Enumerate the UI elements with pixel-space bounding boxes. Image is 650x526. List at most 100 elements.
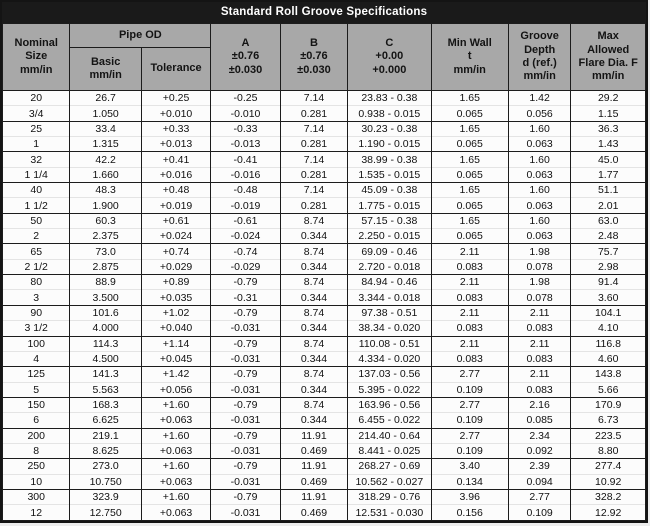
cell-nominal-size: 200 xyxy=(2,427,71,444)
col-header-od-tolerance: Tolerance xyxy=(140,47,212,91)
cell-od-basic: 2.375 xyxy=(69,228,142,244)
cell-b: 0.281 xyxy=(279,197,349,214)
cell-od-basic: 12.750 xyxy=(69,504,142,521)
cell-od-basic: 26.7 xyxy=(69,89,142,106)
cell-groove-depth-d: 1.60 xyxy=(507,151,572,168)
cell-nominal-size: 20 xyxy=(2,89,71,106)
cell-max-flare-f: 63.0 xyxy=(570,212,646,229)
cell-groove-depth-d: 1.98 xyxy=(507,274,572,290)
cell-max-flare-f: 2.98 xyxy=(570,258,646,275)
cell-b: 8.74 xyxy=(279,335,349,352)
cell-a: -0.029 xyxy=(210,258,281,275)
table-row: 2 2.375 +0.024 -0.024 0.344 2.250 - 0.015 0.06… xyxy=(2,228,646,244)
cell-min-wall-t: 3.96 xyxy=(430,488,509,505)
cell-max-flare-f: 75.7 xyxy=(570,243,646,260)
col-header-pipe-od: Pipe OD xyxy=(69,23,212,48)
cell-b: 0.344 xyxy=(279,381,349,398)
cell-min-wall-t: 1.65 xyxy=(430,151,509,168)
cell-nominal-size: 3/4 xyxy=(2,105,71,122)
cell-max-flare-f: 3.60 xyxy=(570,289,646,306)
cell-od-tolerance: +0.063 xyxy=(140,473,212,490)
cell-max-flare-f: 12.92 xyxy=(570,504,646,521)
cell-max-flare-f: 116.8 xyxy=(570,335,646,352)
cell-b: 0.281 xyxy=(279,105,349,122)
cell-min-wall-t: 0.065 xyxy=(430,228,509,244)
cell-c: 45.09 - 0.38 xyxy=(347,182,432,198)
cell-nominal-size: 2 1/2 xyxy=(2,258,71,275)
table-row: 125 141.3 +1.42 -0.79 8.74 137.03 - 0.56 2.77 2… xyxy=(2,366,646,383)
cell-max-flare-f: 1.15 xyxy=(570,105,646,122)
cell-b: 8.74 xyxy=(279,396,349,413)
table-row: 4 4.500 +0.045 -0.031 0.344 4.334 - 0.020 0.08… xyxy=(2,350,646,367)
cell-min-wall-t: 2.11 xyxy=(430,335,509,352)
table-row: 3 1/2 4.000 +0.040 -0.031 0.344 38.34 - 0.020… xyxy=(2,320,646,336)
cell-c: 5.395 - 0.022 xyxy=(347,381,432,398)
table-row: 5 5.563 +0.056 -0.031 0.344 5.395 - 0.022 0.10… xyxy=(2,381,646,398)
cell-od-basic: 10.750 xyxy=(69,473,142,490)
cell-max-flare-f: 104.1 xyxy=(570,304,646,321)
cell-od-basic: 1.900 xyxy=(69,197,142,214)
cell-a: -0.031 xyxy=(210,504,281,521)
cell-nominal-size: 6 xyxy=(2,412,71,429)
cell-od-tolerance: +1.60 xyxy=(140,488,212,505)
table-row: 6 6.625 +0.063 -0.031 0.344 6.455 - 0.022 0.10… xyxy=(2,412,646,429)
cell-groove-depth-d: 2.39 xyxy=(507,458,572,475)
cell-b: 8.74 xyxy=(279,366,349,383)
cell-od-tolerance: +0.013 xyxy=(140,136,212,152)
cell-nominal-size: 10 xyxy=(2,473,71,490)
cell-c: 69.09 - 0.46 xyxy=(347,243,432,260)
cell-od-basic: 3.500 xyxy=(69,289,142,306)
cell-max-flare-f: 8.80 xyxy=(570,442,646,459)
cell-c: 3.344 - 0.018 xyxy=(347,289,432,306)
cell-groove-depth-d: 1.42 xyxy=(507,89,572,106)
cell-c: 0.938 - 0.015 xyxy=(347,105,432,122)
cell-min-wall-t: 0.083 xyxy=(430,350,509,367)
cell-od-basic: 1.050 xyxy=(69,105,142,122)
cell-od-tolerance: +1.14 xyxy=(140,335,212,352)
cell-a: -0.79 xyxy=(210,304,281,321)
cell-nominal-size: 300 xyxy=(2,488,71,505)
cell-od-tolerance: +0.48 xyxy=(140,182,212,198)
cell-nominal-size: 4 xyxy=(2,350,71,367)
cell-od-basic: 2.875 xyxy=(69,258,142,275)
cell-max-flare-f: 2.01 xyxy=(570,197,646,214)
cell-min-wall-t: 2.77 xyxy=(430,366,509,383)
cell-nominal-size: 150 xyxy=(2,396,71,413)
col-header-b: B ±0.76 ±0.030 xyxy=(279,23,349,91)
cell-max-flare-f: 4.60 xyxy=(570,350,646,367)
cell-a: -0.48 xyxy=(210,182,281,198)
cell-b: 7.14 xyxy=(279,182,349,198)
cell-b: 0.344 xyxy=(279,320,349,336)
cell-nominal-size: 8 xyxy=(2,442,71,459)
cell-min-wall-t: 2.77 xyxy=(430,427,509,444)
cell-b: 0.344 xyxy=(279,412,349,429)
cell-nominal-size: 3 1/2 xyxy=(2,320,71,336)
cell-max-flare-f: 170.9 xyxy=(570,396,646,413)
cell-b: 0.281 xyxy=(279,166,349,183)
cell-min-wall-t: 1.65 xyxy=(430,89,509,106)
cell-a: -0.031 xyxy=(210,473,281,490)
table-row: 1 1.315 +0.013 -0.013 0.281 1.190 - 0.015 0.06… xyxy=(2,136,646,152)
cell-c: 38.99 - 0.38 xyxy=(347,151,432,168)
cell-od-basic: 60.3 xyxy=(69,212,142,229)
cell-min-wall-t: 0.134 xyxy=(430,473,509,490)
cell-groove-depth-d: 0.078 xyxy=(507,289,572,306)
cell-nominal-size: 80 xyxy=(2,274,71,290)
cell-nominal-size: 1 xyxy=(2,136,71,152)
cell-od-tolerance: +1.42 xyxy=(140,366,212,383)
cell-a: -0.031 xyxy=(210,442,281,459)
cell-c: 6.455 - 0.022 xyxy=(347,412,432,429)
cell-c: 1.190 - 0.015 xyxy=(347,136,432,152)
cell-min-wall-t: 2.11 xyxy=(430,243,509,260)
cell-od-tolerance: +0.016 xyxy=(140,166,212,183)
cell-a: -0.031 xyxy=(210,381,281,398)
col-header-groove-depth: Groove Depth d (ref.) mm/in xyxy=(507,23,572,91)
cell-groove-depth-d: 1.60 xyxy=(507,212,572,229)
cell-od-tolerance: +1.60 xyxy=(140,427,212,444)
cell-od-basic: 73.0 xyxy=(69,243,142,260)
cell-od-tolerance: +0.035 xyxy=(140,289,212,306)
cell-nominal-size: 12 xyxy=(2,504,71,521)
cell-groove-depth-d: 1.98 xyxy=(507,243,572,260)
cell-b: 0.344 xyxy=(279,350,349,367)
cell-b: 0.344 xyxy=(279,228,349,244)
